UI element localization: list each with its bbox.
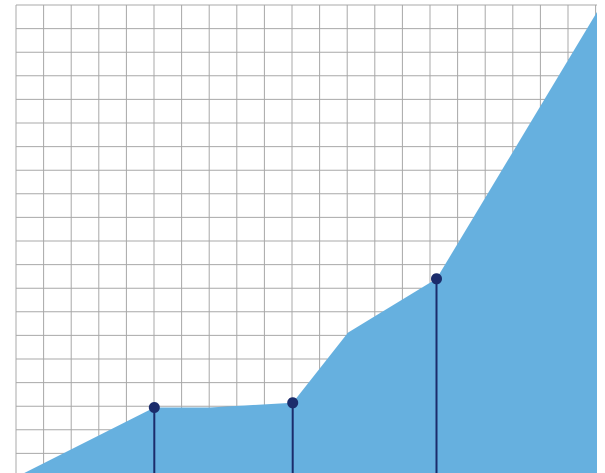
marker-layer bbox=[148, 273, 442, 473]
data-point-marker-1 bbox=[287, 397, 299, 409]
data-point-marker-0 bbox=[148, 402, 160, 413]
area-series-0 bbox=[24, 12, 598, 473]
data-point-marker-2 bbox=[431, 273, 442, 285]
area-series-layer bbox=[24, 12, 598, 473]
